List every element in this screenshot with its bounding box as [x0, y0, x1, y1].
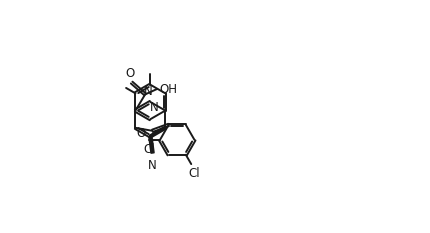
Text: Cl: Cl [144, 143, 155, 156]
Text: N: N [150, 101, 159, 114]
Text: N: N [144, 85, 153, 98]
Text: O: O [137, 127, 146, 140]
Text: N: N [148, 159, 157, 172]
Text: O: O [125, 67, 134, 80]
Text: OH: OH [159, 82, 177, 96]
Text: Cl: Cl [188, 167, 200, 180]
